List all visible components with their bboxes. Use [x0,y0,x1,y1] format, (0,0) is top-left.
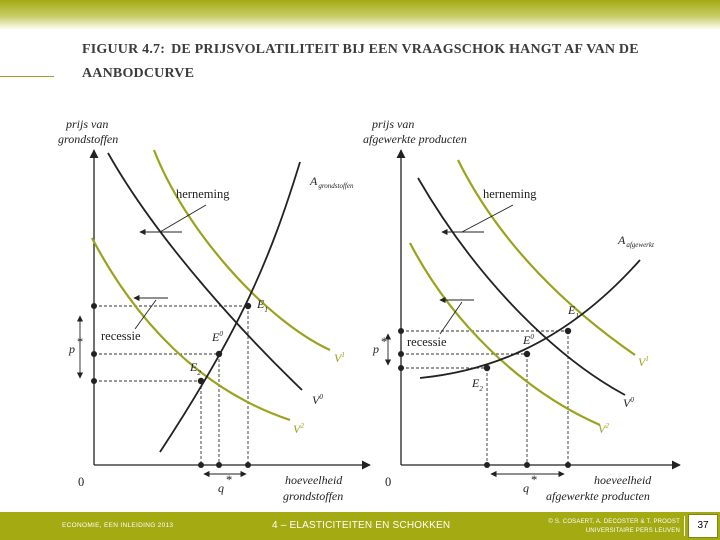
right-reference-lines [401,330,569,465]
left-demand-curve-V2 [91,237,291,422]
right-y-axis-label-line2: afgewerkte producten [363,132,467,146]
right-V1-label: V1 [638,355,649,369]
right-x-axis-label-line1: hoeveelheid [594,473,652,487]
right-demand-curve-V0 [417,177,626,396]
footer-copyright: © S. COSAERT, A. DECOSTER & T. PROOST UN… [532,518,680,536]
right-y-axis-label-line1: prijs van [371,117,414,131]
right-E2-label: E2 [471,376,483,393]
left-reference-lines [94,305,249,465]
left-recessie-label: recessie [101,329,141,343]
left-p-star: * [77,335,83,349]
figure-number: FIGUUR 4.7: [82,42,166,57]
left-supply-label: Agrondstoffen [309,174,354,190]
right-E0-label: E0 [522,333,534,347]
right-demand-curve-V1 [457,159,636,356]
left-V2-label: V2 [293,422,304,436]
right-supply-curve [419,259,641,379]
right-recessie-leader [439,301,463,335]
left-q-label: q [218,481,224,495]
figure-diagrams: prijs van grondstoffen 0 hoeveelheid gro… [58,117,681,503]
left-q-star: * [226,473,232,487]
footer-divider [684,516,685,536]
right-V2-label: V2 [598,422,609,436]
slide-title: FIGUUR 4.7: DE PRIJSVOLATILITEIT BIJ EEN … [82,38,682,86]
left-panel: prijs van grondstoffen 0 hoeveelheid gro… [58,117,371,503]
right-herneming-label: herneming [483,187,537,201]
left-recessie-leader [134,299,157,330]
left-E2-label: E2 [189,360,201,377]
left-herneming-leader [159,204,207,233]
right-supply-label: Aafgewerkt [617,233,655,249]
right-demand-curve-V2 [409,242,601,427]
left-E1-label: E1 [256,297,268,314]
page-number: 37 [688,514,718,538]
right-axis-dots [398,328,571,468]
right-panel: prijs van afgewerkte producten 0 hoeveel… [363,117,681,503]
left-y-axis-label-line2: grondstoffen [58,132,118,146]
left-supply-curve [159,161,301,453]
footer-bar: ECONOMIE, EEN INLEIDING 2013 4 – ELASTIC… [0,512,720,540]
footer-chapter-title: 4 – ELASTICITEITEN EN SCHOKKEN [272,520,451,531]
right-p-label: p [372,342,379,356]
title-rule [0,76,54,77]
right-p-star: * [381,335,387,349]
footer-copyright-line1: © S. COSAERT, A. DECOSTER & T. PROOST [548,519,680,525]
left-p-label: p [68,342,75,356]
footer-copyright-line2: UNIVERSITAIRE PERS LEUVEN [585,528,680,534]
right-equilibrium-points [483,327,572,372]
right-q-star: * [531,473,537,487]
left-V0-label: V0 [312,393,323,407]
left-origin: 0 [78,475,84,489]
left-demand-curve-V1 [152,149,331,351]
right-E1-label: E1 [567,303,579,320]
right-V0-label: V0 [623,396,634,410]
top-gradient-bar [0,0,720,30]
left-y-axis-label-line1: prijs van [65,117,108,131]
left-equilibrium-points [197,302,252,385]
right-x-axis-label-line2: afgewerkte producten [546,489,650,503]
right-recessie-label: recessie [407,335,447,349]
left-demand-curve-V0 [107,152,303,391]
left-herneming-label: herneming [176,187,230,201]
right-origin: 0 [385,475,391,489]
right-q-label: q [523,481,529,495]
left-E0-label: E0 [211,330,223,344]
left-x-axis-label-line2: grondstoffen [283,489,343,503]
figure-title: DE PRIJSVOLATILITEIT BIJ EEN VRAAGSCHOK … [82,42,639,81]
left-V1-label: V1 [334,351,345,365]
right-herneming-leader [461,204,514,233]
footer-book-title: ECONOMIE, EEN INLEIDING 2013 [62,522,174,529]
left-x-axis-label-line1: hoeveelheid [285,473,343,487]
left-axis-dots [91,303,251,468]
